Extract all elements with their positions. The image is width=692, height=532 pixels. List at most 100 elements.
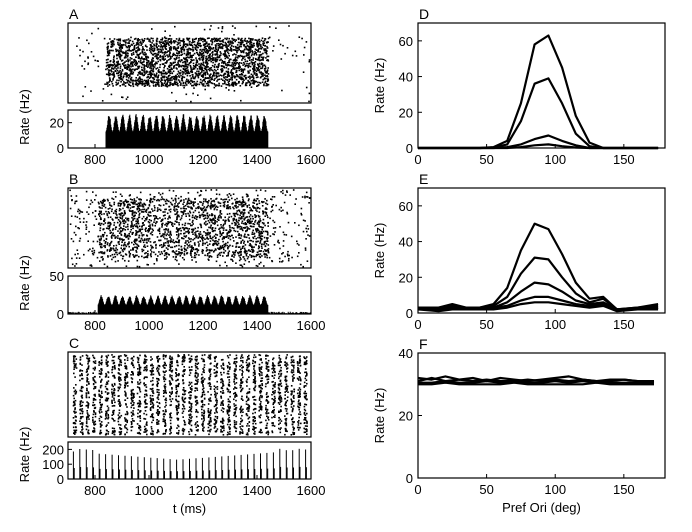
spike-dot: [223, 44, 225, 47]
spike-dot: [137, 74, 139, 76]
spike-dot: [300, 207, 303, 210]
spike-dot: [201, 250, 203, 253]
spike-dot: [128, 77, 130, 79]
spike-dot: [112, 58, 115, 61]
spike-dot: [212, 236, 214, 239]
spike-dot: [130, 85, 132, 87]
spike-dot: [151, 28, 153, 30]
spike-dot: [153, 251, 155, 254]
spike-dot: [246, 206, 249, 208]
spike-dot: [119, 38, 122, 40]
spike-dot: [164, 47, 167, 49]
spike-dot: [211, 213, 213, 215]
spike-dot: [212, 53, 214, 56]
spike-dot: [272, 233, 274, 235]
spike-dot: [218, 78, 221, 81]
spike-dot: [222, 198, 224, 201]
spike-dot: [152, 65, 154, 68]
spike-dot: [168, 55, 170, 57]
spike-dot: [181, 252, 183, 254]
spike-dot: [136, 218, 139, 220]
spike-dot: [200, 37, 202, 40]
spike-dot: [175, 241, 177, 243]
spike-dot: [142, 249, 145, 251]
spike-dot: [217, 27, 220, 29]
spike-dot: [194, 198, 196, 200]
spike-dot: [233, 59, 235, 61]
spike-dot: [194, 76, 196, 79]
spike-dot: [159, 48, 161, 51]
spike-dot: [128, 40, 130, 42]
spike-dot: [103, 252, 106, 255]
spike-dot: [143, 203, 146, 206]
spike-dot: [233, 61, 235, 64]
spike-dot: [248, 40, 251, 43]
spike-dot: [266, 233, 269, 236]
spike-dot: [85, 221, 88, 223]
spike-dot: [191, 208, 193, 210]
spike-dot: [217, 64, 220, 67]
spike-dot: [117, 67, 119, 69]
spike-dot: [265, 52, 268, 54]
spike-dot: [242, 70, 244, 72]
spike-dot: [207, 59, 210, 62]
spike-dot: [168, 221, 171, 224]
spike-dot: [100, 256, 103, 259]
spike-dot: [122, 250, 124, 253]
spike-dot: [222, 251, 225, 254]
spike-dot: [92, 211, 94, 214]
spike-dot: [232, 66, 235, 69]
spike-dot: [255, 255, 257, 258]
spike-dot: [141, 217, 144, 220]
spike-dot: [155, 43, 158, 45]
spike-dot: [196, 248, 198, 250]
spike-dot: [103, 218, 106, 220]
spike-dot: [264, 65, 267, 68]
spike-dot: [124, 200, 126, 203]
spike-dot: [130, 77, 132, 80]
spike-dot: [138, 202, 141, 205]
spike-dot: [227, 247, 229, 250]
spike-dot: [211, 64, 214, 67]
spike-dot: [266, 237, 268, 239]
spike-dot: [145, 239, 148, 241]
spike-dot: [227, 204, 229, 206]
spike-dot: [260, 59, 263, 61]
spike-dot: [231, 25, 234, 27]
spike-dot: [152, 84, 155, 87]
spike-dot: [240, 258, 242, 260]
spike-dot: [171, 223, 173, 226]
spike-dot: [265, 41, 268, 44]
spike-dot: [256, 198, 258, 200]
spike-dot: [105, 210, 107, 213]
spike-dot: [165, 198, 168, 201]
spike-dot: [226, 37, 228, 40]
spike-dot: [121, 59, 124, 62]
spike-dot: [228, 80, 230, 82]
spike-dot: [133, 224, 136, 226]
spike-dot: [120, 81, 122, 83]
spike-dot: [178, 64, 180, 67]
spike-dot: [204, 85, 206, 87]
spike-dot: [136, 49, 139, 52]
spike-dot: [227, 207, 230, 210]
spike-dot: [99, 239, 101, 242]
spike-dot: [211, 221, 213, 223]
spike-dot: [212, 74, 214, 77]
spike-dot: [193, 65, 196, 68]
spike-dot: [147, 60, 150, 63]
spike-dot: [110, 49, 113, 52]
spike-dot: [234, 198, 236, 201]
spike-dot: [279, 226, 281, 228]
spike-dot: [249, 243, 251, 245]
spike-dot: [182, 212, 185, 214]
spike-dot: [117, 39, 120, 42]
spike-dot: [219, 45, 221, 48]
spike-dot: [134, 246, 136, 249]
spike-dot: [234, 45, 237, 48]
spike-dot: [204, 73, 206, 75]
spike-dot: [112, 85, 114, 87]
spike-dot: [178, 54, 180, 57]
spike-dot: [266, 249, 269, 251]
spike-dot: [126, 234, 129, 237]
